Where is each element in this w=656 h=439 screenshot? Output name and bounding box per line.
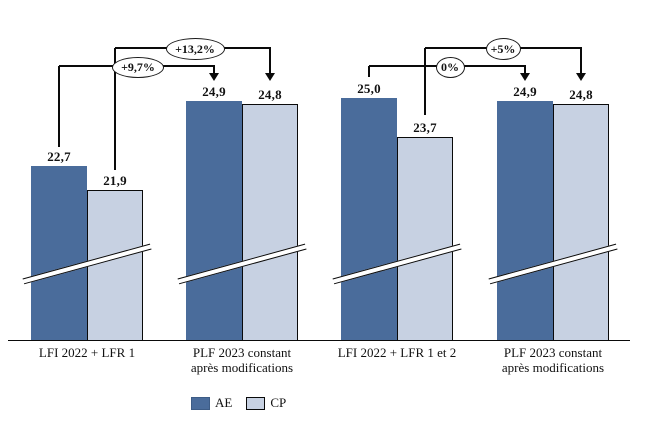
- annotation-riser-4: [424, 48, 426, 115]
- value-label-ae-1: 22,7: [47, 149, 71, 164]
- category-label-4-line-1: PLF 2023 constant: [503, 345, 603, 360]
- annotation-riser-2: [114, 48, 116, 170]
- value-label-ae-2: 24,9: [202, 84, 226, 99]
- arrow-down-icon-2: [265, 73, 275, 81]
- category-label-2: PLF 2023 constant après modifications: [152, 345, 332, 375]
- category-label-3-line-1: LFI 2022 + LFR 1 et 2: [337, 345, 457, 360]
- bar-ae-3: [341, 98, 397, 341]
- value-label-ae-3: 25,0: [357, 81, 381, 96]
- bar-cp-3: [397, 137, 453, 341]
- annotation-riser-1: [58, 66, 60, 147]
- legend: AE CP: [191, 396, 286, 410]
- annotation-ellipse-2: +13,2%: [165, 38, 225, 60]
- category-label-1-line-1: LFI 2022 + LFR 1: [38, 345, 136, 360]
- bar-ae-1: [31, 166, 87, 341]
- value-label-cp-4: 24,8: [569, 87, 593, 102]
- bar-cp-4: [553, 104, 609, 341]
- arrow-down-icon-3: [520, 73, 530, 81]
- bar-cp-2: [242, 104, 298, 341]
- annotation-arrow-shaft-1: [213, 66, 215, 74]
- annotation-arrow-shaft-4: [580, 48, 582, 74]
- value-label-cp-2: 24,8: [258, 87, 282, 102]
- legend-swatch-ae: [191, 396, 210, 410]
- category-label-4-line-2: après modifications: [501, 359, 605, 375]
- category-label-1: LFI 2022 + LFR 1: [0, 345, 177, 361]
- value-label-ae-4: 24,9: [513, 84, 537, 99]
- legend-swatch-cp: [246, 396, 266, 410]
- bar-ae-2: [186, 101, 242, 341]
- category-label-3: LFI 2022 + LFR 1 et 2: [307, 345, 487, 361]
- legend-label-cp: CP: [270, 395, 287, 410]
- legend-label-ae: AE: [215, 395, 233, 410]
- bar-ae-4: [497, 101, 553, 341]
- category-label-2-line-2: après modifications: [190, 359, 294, 375]
- annotation-riser-3: [368, 66, 370, 77]
- annotation-ellipse-1: +9,7%: [112, 56, 164, 78]
- category-label-4: PLF 2023 constant après modifications: [463, 345, 643, 375]
- annotation-arrow-shaft-2: [269, 48, 271, 74]
- arrow-down-icon-1: [209, 73, 219, 81]
- value-label-cp-3: 23,7: [413, 120, 437, 135]
- annotation-ellipse-3: 0%: [435, 56, 465, 78]
- value-label-cp-1: 21,9: [103, 173, 127, 188]
- bar-cp-1: [87, 190, 143, 341]
- arrow-down-icon-4: [576, 73, 586, 81]
- category-label-2-line-1: PLF 2023 constant: [192, 345, 292, 360]
- x-axis-line: [8, 339, 630, 342]
- annotation-arrow-shaft-3: [524, 66, 526, 74]
- annotation-ellipse-4: +5%: [485, 38, 521, 60]
